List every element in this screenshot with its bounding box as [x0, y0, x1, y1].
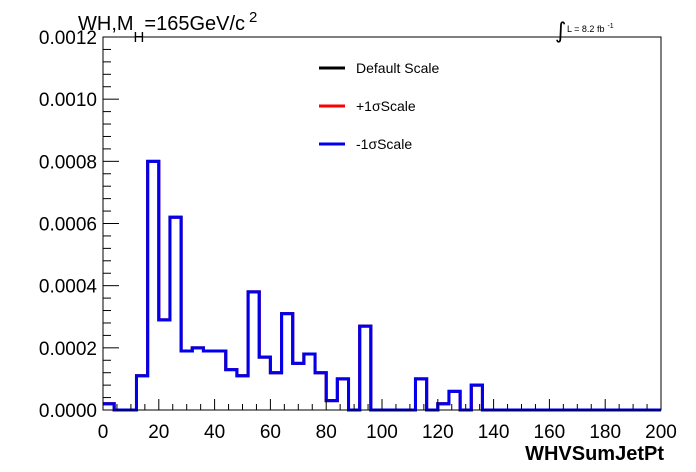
y-tick-label: 0.0002	[39, 339, 97, 360]
axes-layer: 0 20 40 60 80 100 120 140 160 180 200 0.0000 0.0002 0…	[39, 28, 677, 443]
legend-label-0: Default Scale	[356, 60, 439, 76]
y-tick-label: 0.0008	[39, 152, 97, 173]
x-tick-label: 120	[422, 422, 454, 443]
x-axis-label: WHVSumJetPt	[525, 443, 664, 465]
x-tick-label: 140	[478, 422, 510, 443]
title-subscript: H	[134, 29, 145, 46]
series-layer	[103, 159, 661, 412]
series-line-1	[103, 159, 661, 412]
lumi-integral-symbol: ∫	[555, 19, 566, 44]
x-tick-label: 80	[316, 422, 337, 443]
x-tick-label: 0	[98, 422, 109, 443]
x-tick-label: 100	[366, 422, 398, 443]
x-tick-label: 60	[260, 422, 281, 443]
plot-frame	[102, 36, 662, 411]
y-tick-label: 0.0004	[39, 277, 98, 298]
series-line-2	[103, 159, 661, 412]
lumi-label: L = 8.2 fb -1	[567, 23, 614, 34]
lumi-superscript: -1	[607, 23, 613, 30]
y-tick-label: 0.0000	[39, 401, 97, 422]
y-tick-label: 0.0006	[39, 215, 97, 236]
lumi-text: L = 8.2 fb	[567, 24, 604, 34]
title-prefix: WH,M	[78, 13, 134, 35]
title-mid: =165GeV/c	[144, 13, 245, 35]
series-line-0	[103, 159, 661, 412]
y-tick-label: 0.0010	[39, 90, 97, 111]
x-tick-label: 160	[534, 422, 566, 443]
chart-title: WH,MH=165GeV/c 2	[78, 9, 257, 46]
x-tick-label: 20	[148, 422, 169, 443]
title-superscript: 2	[249, 9, 257, 26]
legend: Default Scale +1σScale -1σScale	[319, 60, 439, 152]
x-tick-label: 180	[589, 422, 621, 443]
legend-label-1: +1σScale	[356, 98, 416, 114]
x-tick-label: 40	[204, 422, 225, 443]
y-tick-label: 0.0012	[39, 28, 97, 49]
legend-label-2: -1σScale	[356, 136, 412, 152]
x-tick-label: 200	[645, 422, 677, 443]
